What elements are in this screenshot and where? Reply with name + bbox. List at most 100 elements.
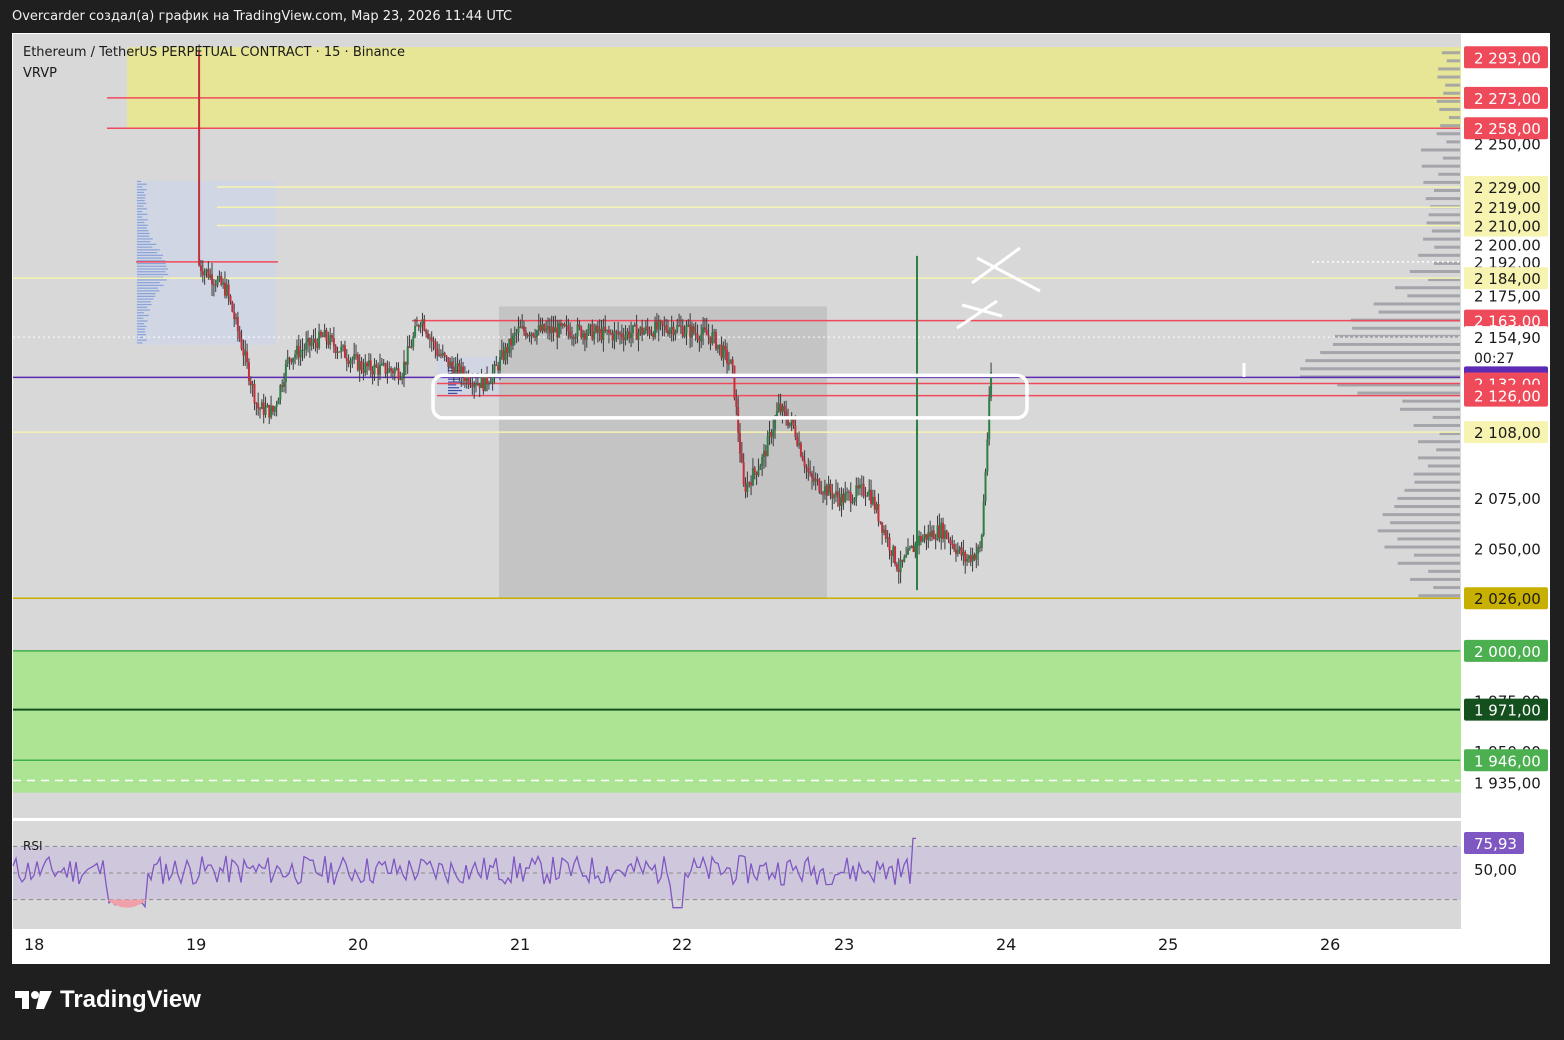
candle-body <box>384 363 387 374</box>
candle-body <box>539 325 542 331</box>
symbol-title[interactable]: Ethereum / TetherUS PERPETUAL CONTRACT ·… <box>23 45 405 60</box>
candle-body <box>796 436 799 446</box>
candle-body <box>635 324 638 340</box>
chart-frame[interactable]: 2 250,00 2 200,00 2 175,00 2 075,00 2 050,00… <box>12 33 1550 964</box>
candle-body <box>327 340 330 345</box>
candle-body <box>201 271 204 276</box>
volume-row <box>1394 505 1460 509</box>
vp-row <box>137 287 158 289</box>
vp-row <box>137 213 148 215</box>
volume-row <box>1382 513 1460 517</box>
candle-body <box>486 373 489 384</box>
vp-row <box>137 320 148 322</box>
candle-body <box>779 403 782 413</box>
candle-body <box>393 369 396 374</box>
candle-body <box>277 399 280 405</box>
price-badge-label: 2 126,00 <box>1474 388 1541 406</box>
vp-row <box>137 262 166 265</box>
candle-body <box>836 491 839 498</box>
candle-body <box>685 326 688 334</box>
vp-row <box>137 323 145 325</box>
candle-body <box>600 328 603 340</box>
candle-body <box>318 331 321 348</box>
candle-body <box>633 324 636 326</box>
volume-row <box>1433 586 1460 590</box>
demand-zone <box>13 650 1461 793</box>
vp-row <box>137 238 153 240</box>
tradingview-logo[interactable]: TradingView <box>14 986 201 1014</box>
price-badge <box>1464 214 1548 237</box>
candle-body <box>918 535 921 546</box>
candle-body <box>218 275 221 280</box>
indicator-label[interactable]: VRVP <box>23 66 57 81</box>
price-chart[interactable]: 2 250,00 2 200,00 2 175,00 2 075,00 2 050,00… <box>12 33 1550 964</box>
candle-body <box>310 343 313 346</box>
volume-row <box>1334 334 1460 338</box>
candle-body <box>356 354 359 371</box>
candle-body <box>751 467 754 486</box>
volume-row <box>1397 496 1460 500</box>
candle-body <box>552 326 555 333</box>
candle-body <box>526 334 529 337</box>
candle-body <box>366 362 369 367</box>
candle-body <box>598 328 601 333</box>
vp-row <box>137 189 147 191</box>
candle-body <box>969 555 972 562</box>
volume-row <box>1421 148 1460 152</box>
candle-body <box>707 335 710 337</box>
candle-body <box>451 361 454 368</box>
vp-row <box>137 284 164 287</box>
candle-body <box>295 345 298 355</box>
volume-row <box>1436 99 1460 103</box>
candle-body <box>927 532 930 540</box>
date-tick-label: 20 <box>348 935 368 954</box>
candle-body <box>360 361 363 370</box>
price-badge-label: 2 273,00 <box>1474 90 1541 108</box>
candle-body <box>487 383 490 385</box>
candle-body <box>731 359 734 366</box>
candle-body <box>975 553 978 560</box>
volume-row <box>1443 91 1460 95</box>
price-badge <box>1464 175 1548 198</box>
candle-body <box>229 295 232 302</box>
candle-body <box>871 496 874 505</box>
volume-row <box>1320 351 1460 355</box>
candle-body <box>788 422 791 426</box>
candle-body <box>351 359 354 361</box>
vp-row <box>137 309 151 311</box>
vp-row <box>137 216 143 218</box>
candle-body <box>524 331 527 337</box>
volume-row <box>1437 75 1460 79</box>
vp-row <box>137 251 157 254</box>
candle-body <box>766 435 769 457</box>
candle-body <box>786 419 789 426</box>
candle-body <box>240 338 243 349</box>
candle-body <box>266 404 269 408</box>
candle-body <box>235 317 238 320</box>
candle-body <box>439 354 442 356</box>
volume-row <box>1357 391 1460 395</box>
candle-body <box>805 466 808 468</box>
vp-row <box>137 194 146 196</box>
volume-row <box>1431 229 1460 233</box>
volume-row <box>1428 213 1460 217</box>
candle-body <box>480 376 483 389</box>
candle-body <box>478 383 481 389</box>
candle-body <box>305 342 308 350</box>
candle-body <box>547 326 550 329</box>
candle-body <box>648 329 651 335</box>
candle-body <box>316 342 319 348</box>
candle-body <box>251 383 254 386</box>
candle-body <box>783 406 786 411</box>
candle-body <box>523 326 526 332</box>
candle-body <box>569 331 572 338</box>
rsi-label[interactable]: RSI <box>23 839 43 853</box>
volume-row <box>1378 310 1460 314</box>
candle-body <box>847 491 850 493</box>
vp-row <box>137 328 146 330</box>
candle-body <box>462 366 465 376</box>
vp-row <box>137 227 147 229</box>
candle-body <box>790 419 793 423</box>
candle-body <box>334 346 337 353</box>
candle-body <box>222 282 225 285</box>
